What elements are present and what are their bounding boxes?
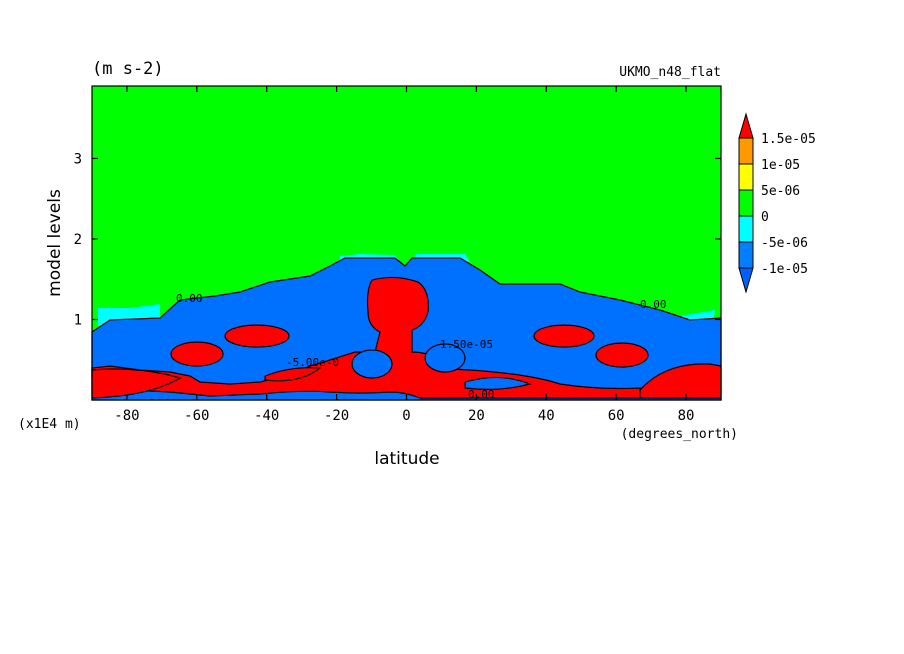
- y-tick-label: 3: [74, 151, 82, 167]
- x-axis-units: (degrees_north): [621, 427, 738, 442]
- blue-hole-right2: [464, 376, 532, 390]
- red-island-3: [533, 324, 595, 348]
- colorbar-swatch: [738, 215, 754, 243]
- x-tick-label: -80: [114, 408, 139, 424]
- x-axis-label: latitude: [374, 449, 439, 469]
- x-tick-label: -20: [324, 408, 349, 424]
- y-tick-label: 2: [74, 232, 82, 248]
- red-island-4: [595, 342, 649, 368]
- svg-text:0.00: 0.00: [468, 388, 495, 401]
- colorbar-swatch: [738, 189, 754, 217]
- x-tick-label: -60: [184, 408, 209, 424]
- svg-text:-5.00e-0: -5.00e-0: [286, 356, 339, 369]
- colorbar-top-arrow: [738, 112, 754, 139]
- colorbar-label: 5e-06: [761, 184, 800, 199]
- blue-hole-left: [351, 349, 393, 379]
- colorbar-legend: 1.5e-05 1e-05 5e-06 0 -5e-06 -1e-05: [738, 112, 816, 294]
- x-tick-label: 40: [538, 408, 555, 424]
- x-tick-label: -40: [254, 408, 279, 424]
- colorbar-label: 1e-05: [761, 158, 800, 173]
- colorbar-swatch: [738, 241, 754, 269]
- y-axis-label: model levels: [45, 189, 65, 297]
- colorbar-label: 0: [761, 210, 769, 225]
- red-island-lower-left: [264, 367, 322, 382]
- x-tick-label: 60: [608, 408, 625, 424]
- red-island-2: [224, 324, 290, 348]
- x-tick-label: 0: [402, 408, 410, 424]
- colorbar-swatch: [738, 137, 754, 165]
- y-tick-label: 1: [74, 312, 82, 328]
- x-tick-label: 80: [678, 408, 695, 424]
- colorbar-label: -5e-06: [761, 236, 808, 251]
- y-axis-units: (x1E4 m): [18, 417, 81, 432]
- x-axis: -80 -60 -40 -20 0 20 40 60 80: [114, 86, 694, 424]
- red-island-left-corner: [91, 368, 182, 399]
- svg-text:0.00: 0.00: [640, 298, 667, 311]
- svg-text:0.00: 0.00: [176, 292, 203, 305]
- colorbar-label: -1e-05: [761, 262, 808, 277]
- colorbar-swatch: [738, 163, 754, 191]
- colorbar-bottom-arrow: [738, 267, 754, 294]
- contour-labels: 0.00 -5.00e-0 1.50e-05 0.00 0.00: [176, 292, 667, 401]
- colorbar-label: 1.5e-05: [761, 132, 816, 147]
- svg-text:1.50e-05: 1.50e-05: [440, 338, 493, 351]
- chart-subtitle: UKMO_n48_flat: [619, 65, 721, 80]
- y-axis: 1 2 3: [74, 151, 721, 328]
- red-island-1: [170, 341, 224, 367]
- x-tick-label: 20: [468, 408, 485, 424]
- blue-hole-right: [424, 343, 466, 373]
- chart-title: (m s-2): [92, 59, 164, 79]
